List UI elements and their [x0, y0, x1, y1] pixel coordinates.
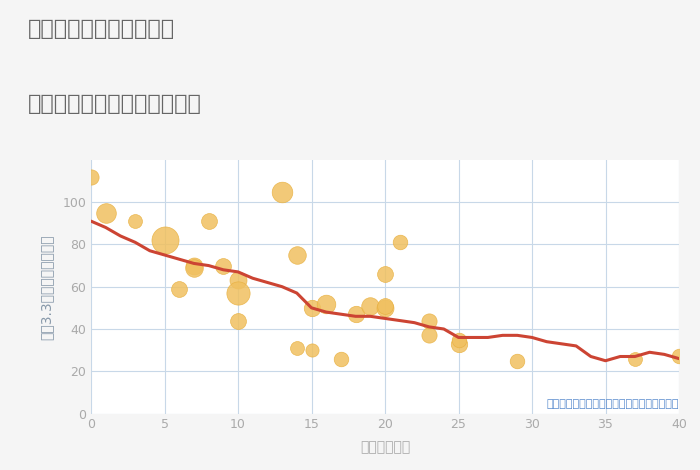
- Point: [512, 357, 523, 365]
- Point: [218, 262, 229, 269]
- Point: [291, 344, 302, 352]
- Point: [379, 302, 391, 310]
- Point: [291, 251, 302, 258]
- Point: [232, 317, 244, 324]
- Text: 築年数別中古マンション価格: 築年数別中古マンション価格: [28, 94, 202, 114]
- Point: [232, 290, 244, 297]
- Text: 円の大きさは、取引のあった物件面積を示す: 円の大きさは、取引のあった物件面積を示す: [547, 399, 679, 408]
- Point: [365, 302, 376, 310]
- Point: [174, 285, 185, 292]
- Point: [85, 173, 97, 180]
- Point: [379, 304, 391, 312]
- Point: [232, 276, 244, 284]
- Point: [394, 239, 405, 246]
- Point: [379, 270, 391, 278]
- Point: [424, 317, 435, 324]
- Point: [203, 217, 214, 225]
- Point: [100, 209, 111, 216]
- Point: [306, 346, 317, 354]
- Point: [276, 188, 288, 196]
- X-axis label: 築年数（年）: 築年数（年）: [360, 440, 410, 454]
- Point: [673, 352, 685, 360]
- Point: [188, 262, 199, 269]
- Point: [159, 236, 170, 244]
- Point: [629, 355, 641, 362]
- Point: [321, 300, 332, 307]
- Point: [453, 336, 464, 343]
- Y-axis label: 坪（3.3㎡）単価（万円）: 坪（3.3㎡）単価（万円）: [40, 234, 54, 339]
- Point: [188, 264, 199, 272]
- Point: [453, 340, 464, 348]
- Point: [335, 355, 346, 362]
- Point: [130, 217, 141, 225]
- Point: [424, 332, 435, 339]
- Text: 岐阜県養老郡養老町豊の: 岐阜県養老郡養老町豊の: [28, 19, 175, 39]
- Point: [350, 311, 361, 318]
- Point: [306, 304, 317, 312]
